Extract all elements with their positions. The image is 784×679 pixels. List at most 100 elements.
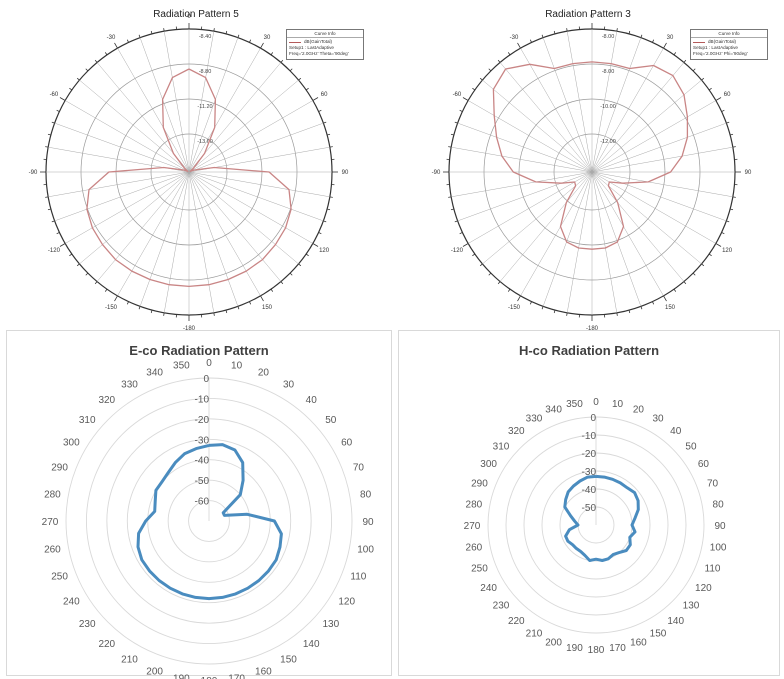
axis-tick	[270, 52, 274, 56]
axis-tick	[45, 146, 49, 148]
angle-tick-label: 20	[633, 404, 645, 415]
axis-tick	[298, 77, 302, 81]
radial-tick-label: -8.00	[602, 69, 615, 75]
axis-tick	[692, 68, 696, 72]
grid-spoke	[482, 79, 593, 173]
angle-tick-label: 240	[63, 597, 80, 608]
grid-spoke	[188, 171, 313, 244]
axis-tick	[69, 253, 73, 257]
angle-tick-label: -180	[183, 326, 196, 332]
grid-spoke	[542, 171, 593, 307]
grid-spoke	[188, 100, 313, 173]
angle-tick-label: 40	[306, 395, 318, 406]
grid-spoke	[139, 37, 190, 173]
radiation-pattern-5-chart: Radiation Pattern 5 0 30 60 90 120 150 -180 -15…	[0, 0, 392, 332]
axis-tick	[51, 220, 55, 223]
grid-spoke	[188, 171, 324, 222]
legend-series-row: dB(GainTotal)	[693, 39, 765, 45]
angle-tick-label: 350	[173, 360, 190, 371]
grid-spoke	[457, 171, 593, 222]
grid-spoke	[188, 48, 261, 173]
axis-tick	[51, 121, 55, 124]
angle-tick-label: 240	[480, 583, 497, 594]
grid-spoke	[591, 171, 733, 198]
angle-tick-label: 330	[526, 414, 543, 425]
axis-tick	[85, 272, 89, 276]
grid-spoke	[96, 171, 190, 282]
angle-tick-label: 110	[350, 571, 366, 582]
axis-tick	[640, 34, 643, 38]
radial-tick-label: -20	[582, 449, 597, 460]
axis-tick	[701, 263, 705, 267]
axis-tick	[225, 30, 228, 34]
radial-tick-label: -30	[582, 467, 597, 478]
angle-tick-label: 90	[342, 170, 349, 176]
axis-tick	[732, 146, 736, 148]
axis-tick	[479, 77, 483, 81]
angle-tick-label: 120	[319, 248, 330, 254]
axis-tick	[327, 208, 331, 211]
axis-tick	[94, 281, 98, 285]
axis-tick	[280, 59, 284, 63]
grid-spoke	[591, 171, 642, 307]
grid-spoke	[591, 171, 664, 296]
angle-tick-label: 200	[545, 638, 562, 649]
angle-tick-label: 0	[590, 14, 594, 20]
axis-tick	[708, 87, 712, 91]
angle-tick-label: 150	[262, 305, 273, 311]
axis-tick	[289, 272, 293, 276]
axis-tick	[652, 39, 655, 43]
angle-tick-label: -30	[107, 35, 116, 41]
legend-series-row: dB(GainTotal)	[289, 39, 361, 45]
grid-spoke	[468, 171, 593, 244]
axis-tick	[497, 281, 501, 285]
axis-tick	[85, 68, 89, 72]
angle-tick-label: 60	[724, 92, 731, 98]
axis-tick	[126, 301, 129, 305]
legend-freq: Freq='2.0GHz' Theta='90deg'	[289, 51, 349, 56]
angle-tick-label: 140	[667, 616, 684, 627]
angle-tick-label: 180	[588, 645, 605, 656]
axis-tick	[150, 30, 153, 34]
angle-tick-label: 10	[612, 399, 624, 410]
radial-tick-label: -40	[582, 485, 597, 496]
angle-tick-label: 340	[146, 368, 163, 379]
angle-tick-label: 40	[670, 426, 682, 437]
axis-tick	[462, 97, 469, 101]
polar-plot: 0 30 60 90 120 150 -180 -150 -120 -90 -60 -30 -8.40 -…	[29, 14, 349, 332]
polar-grid	[443, 23, 741, 321]
axis-tick	[114, 295, 118, 302]
grid-spoke	[451, 171, 593, 198]
grid-spoke	[65, 100, 190, 173]
axis-tick	[726, 220, 730, 223]
axis-tick	[237, 34, 240, 38]
angle-tick-label: 90	[362, 517, 374, 528]
pattern-series-line	[136, 443, 283, 601]
radial-tick-label: -20	[195, 415, 210, 426]
legend-series-label: dB(GainTotal)	[304, 39, 333, 44]
grid-spoke	[188, 171, 239, 307]
axis-tick	[150, 310, 153, 314]
axis-tick	[497, 59, 501, 63]
angle-tick-label: 220	[508, 616, 525, 627]
grid-spoke	[188, 171, 299, 265]
polar-plot: -60 -50 -40 -30 -20 -10 0 0 10 20 30 40 50 60 70 80 90 10…	[42, 358, 375, 679]
angle-tick-label: 50	[325, 415, 337, 426]
axis-tick	[472, 253, 476, 257]
polar-grid	[65, 377, 353, 665]
legend-setup: Setup1 : LastAdaptive	[693, 45, 738, 50]
angle-tick-label: 150	[280, 655, 297, 666]
radial-tick-label: -8.00	[602, 34, 615, 40]
angle-tick-label: 80	[713, 499, 725, 510]
legend-series-label: dB(GainTotal)	[708, 39, 737, 44]
angle-tick-label: 170	[228, 674, 245, 679]
axis-tick	[479, 263, 483, 267]
grid-spoke	[542, 37, 593, 173]
angle-tick-label: 60	[698, 459, 710, 470]
angle-tick-label: 340	[545, 404, 562, 415]
grid-spoke	[591, 31, 618, 173]
grid-spoke	[499, 171, 593, 282]
grid-spoke	[482, 171, 593, 265]
axis-tick	[59, 97, 66, 101]
axis-tick	[553, 310, 556, 314]
